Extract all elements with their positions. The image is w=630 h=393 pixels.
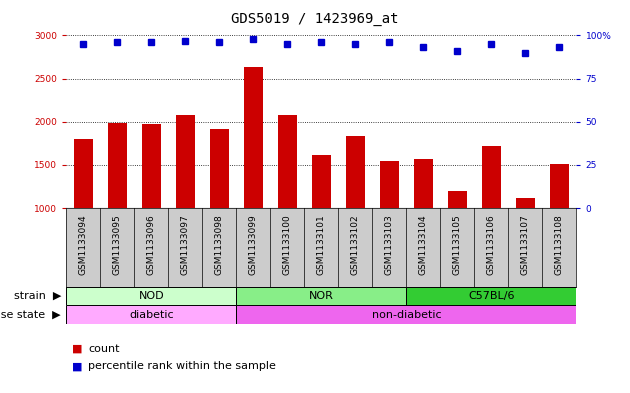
Text: GSM1133103: GSM1133103 <box>385 214 394 275</box>
Text: GSM1133101: GSM1133101 <box>317 214 326 275</box>
Text: disease state  ▶: disease state ▶ <box>0 310 61 320</box>
Text: GSM1133098: GSM1133098 <box>215 214 224 275</box>
Text: GSM1133100: GSM1133100 <box>283 214 292 275</box>
Text: GSM1133104: GSM1133104 <box>419 214 428 275</box>
Bar <box>414 159 433 208</box>
Text: GSM1133107: GSM1133107 <box>521 214 530 275</box>
Text: NOD: NOD <box>139 291 164 301</box>
Bar <box>380 161 399 208</box>
Bar <box>516 198 535 208</box>
Bar <box>312 155 331 208</box>
Text: strain  ▶: strain ▶ <box>14 291 61 301</box>
Bar <box>550 164 569 208</box>
Bar <box>66 286 236 305</box>
Text: GDS5019 / 1423969_at: GDS5019 / 1423969_at <box>231 11 399 26</box>
Text: GSM1133105: GSM1133105 <box>453 214 462 275</box>
Bar <box>236 305 576 324</box>
Bar <box>108 123 127 208</box>
Text: percentile rank within the sample: percentile rank within the sample <box>88 362 276 371</box>
Text: GSM1133095: GSM1133095 <box>113 214 122 275</box>
Text: GSM1133097: GSM1133097 <box>181 214 190 275</box>
Bar <box>142 124 161 208</box>
Text: diabetic: diabetic <box>129 310 173 320</box>
Text: GSM1133106: GSM1133106 <box>487 214 496 275</box>
Bar <box>278 115 297 208</box>
Text: count: count <box>88 344 120 354</box>
Text: ■: ■ <box>72 362 83 371</box>
Bar <box>244 67 263 208</box>
Text: NOR: NOR <box>309 291 334 301</box>
Text: GSM1133102: GSM1133102 <box>351 214 360 275</box>
Text: GSM1133099: GSM1133099 <box>249 214 258 275</box>
Bar <box>406 286 576 305</box>
Text: GSM1133094: GSM1133094 <box>79 214 88 275</box>
Bar <box>448 191 467 208</box>
Bar <box>236 286 406 305</box>
Text: GSM1133108: GSM1133108 <box>555 214 564 275</box>
Text: non-diabetic: non-diabetic <box>372 310 441 320</box>
Bar <box>176 115 195 208</box>
Bar <box>346 136 365 208</box>
Bar <box>74 139 93 208</box>
Bar <box>210 129 229 208</box>
Text: GSM1133096: GSM1133096 <box>147 214 156 275</box>
Text: C57BL/6: C57BL/6 <box>468 291 515 301</box>
Bar <box>66 305 236 324</box>
Bar <box>482 146 501 208</box>
Text: ■: ■ <box>72 344 83 354</box>
